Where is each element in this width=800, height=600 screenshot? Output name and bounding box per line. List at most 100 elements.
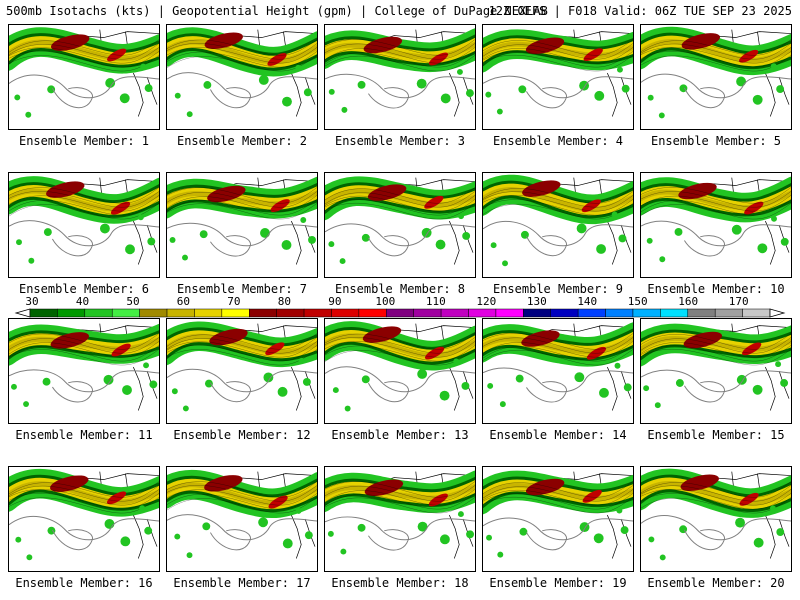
colorbar-graphic — [14, 308, 786, 318]
colorbar-swatch — [386, 308, 414, 318]
colorbar-swatch — [550, 308, 579, 318]
colorbar-tick-label: 170 — [728, 295, 749, 308]
ensemble-map-panel — [8, 24, 160, 130]
colorbar-swatch — [714, 308, 743, 318]
ensemble-map-panel — [166, 318, 318, 424]
colorbar-tick-label: 80 — [277, 295, 292, 308]
colorbar-swatch — [276, 308, 305, 318]
ensemble-member-caption: Ensemble Member: 3 — [334, 134, 466, 148]
ensemble-map-panel — [482, 466, 634, 572]
isotach-map-graphic — [641, 26, 791, 119]
colorbar-swatch — [468, 308, 497, 318]
colorbar-swatch — [687, 308, 716, 318]
isotach-map-graphic — [483, 322, 633, 411]
isotach-map-graphic — [167, 470, 317, 559]
colorbar-swatch — [358, 308, 387, 318]
ensemble-member-caption: Ensemble Member: 10 — [647, 282, 785, 296]
colorbar-tick-label: 110 — [425, 295, 446, 308]
colorbar-tick-label: 70 — [227, 295, 241, 308]
colorbar-tick-label: 130 — [526, 295, 547, 308]
ensemble-member-caption: Ensemble Member: 4 — [492, 134, 624, 148]
colorbar-swatch — [139, 308, 168, 318]
isotach-map-graphic — [9, 323, 159, 411]
colorbar-swatch — [660, 308, 689, 318]
colorbar-tick-label: 100 — [375, 295, 396, 308]
isotach-map-graphic — [167, 176, 317, 265]
isotach-map-graphic — [167, 321, 317, 412]
ensemble-member-caption: Ensemble Member: 19 — [489, 576, 627, 590]
colorbar-tick-label: 140 — [577, 295, 598, 308]
ensemble-member-caption: Ensemble Member: 11 — [15, 428, 153, 442]
ensemble-map-panel — [640, 466, 792, 572]
ensemble-member-caption: Ensemble Member: 2 — [176, 134, 308, 148]
isotach-map-graphic — [325, 321, 475, 412]
ensemble-map-panel — [482, 318, 634, 424]
colorbar-tick-label: 50 — [126, 295, 140, 308]
colorbar-swatch — [303, 308, 332, 318]
colorbar-tick-label: 40 — [75, 295, 90, 308]
ensemble-member-caption: Ensemble Member: 9 — [492, 282, 624, 296]
colorbar-swatch — [605, 308, 634, 318]
isotach-map-graphic — [483, 29, 633, 117]
ensemble-member-caption: Ensemble Member: 14 — [489, 428, 627, 442]
colorbar-tick-label: 90 — [328, 295, 342, 308]
isotach-map-graphic — [325, 470, 475, 559]
ensemble-map-panel — [166, 172, 318, 278]
colorbar-swatch — [742, 308, 771, 318]
ensemble-map-panel — [482, 172, 634, 278]
colorbar-swatch — [166, 308, 195, 318]
ensemble-member-caption: Ensemble Member: 8 — [334, 282, 466, 296]
colorbar-right-arrow — [769, 308, 786, 318]
ensemble-member-caption: Ensemble Member: 16 — [15, 576, 153, 590]
ensemble-map-panel — [324, 172, 476, 278]
ensemble-member-caption: Ensemble Member: 1 — [18, 134, 150, 148]
ensemble-map-panel — [640, 24, 792, 130]
header-valid-time: 12Z GEFS | F018 Valid: 06Z TUE SEP 23 20… — [488, 4, 792, 18]
map-header: 500mb Isotachs (kts) | Geopotential Heig… — [0, 0, 800, 22]
colorbar-swatch — [632, 308, 661, 318]
colorbar-swatch — [29, 308, 58, 318]
isotach-map-graphic — [9, 27, 159, 118]
colorbar-tick-label: 160 — [678, 295, 699, 308]
ensemble-member-caption: Ensemble Member: 7 — [176, 282, 308, 296]
ensemble-map-panel — [324, 24, 476, 130]
ensemble-member-caption: Ensemble Member: 5 — [650, 134, 782, 148]
ensemble-member-caption: Ensemble Member: 17 — [173, 576, 311, 590]
colorbar-swatch — [111, 308, 140, 318]
colorbar-tick-label: 120 — [476, 295, 497, 308]
ensemble-member-caption: Ensemble Member: 12 — [173, 428, 311, 442]
ensemble-member-caption: Ensemble Member: 20 — [647, 576, 785, 590]
colorbar-swatch — [577, 308, 606, 318]
colorbar-swatch — [57, 308, 86, 318]
colorbar-left-arrow — [14, 308, 31, 318]
ensemble-map-panel — [324, 318, 476, 424]
ensemble-map-panel — [166, 466, 318, 572]
colorbar-tick-label: 30 — [25, 295, 39, 308]
isotach-colorbar: 30 40 50 60 70 80 90 100 110 120 130 140 150 160 170 — [12, 296, 788, 322]
isotach-map-graphic — [641, 468, 791, 561]
colorbar-swatch — [194, 308, 223, 318]
ensemble-member-caption: Ensemble Member: 6 — [18, 282, 150, 296]
isotach-map-graphic — [325, 28, 475, 117]
colorbar-swatch — [249, 308, 277, 318]
colorbar-swatch — [440, 308, 469, 318]
isotach-map-graphic — [641, 323, 791, 411]
isotach-map-graphic — [9, 176, 159, 265]
isotach-map-graphic — [483, 174, 633, 267]
colorbar-swatch — [523, 308, 551, 318]
isotach-map-graphic — [167, 27, 317, 118]
ensemble-member-caption: Ensemble Member: 18 — [331, 576, 469, 590]
ensemble-map-panel — [8, 466, 160, 572]
ensemble-map-panel — [482, 24, 634, 130]
isotach-map-graphic — [325, 176, 475, 265]
ensemble-map-panel — [8, 318, 160, 424]
colorbar-swatch — [495, 308, 524, 318]
isotach-map-graphic — [641, 176, 791, 265]
isotach-map-graphic — [9, 468, 159, 561]
ensemble-member-caption: Ensemble Member: 13 — [331, 428, 469, 442]
isotach-map-graphic — [483, 470, 633, 559]
ensemble-map-panel — [640, 172, 792, 278]
colorbar-tick-label: 150 — [627, 295, 648, 308]
ensemble-map-panel — [324, 466, 476, 572]
ensemble-member-caption: Ensemble Member: 15 — [647, 428, 785, 442]
